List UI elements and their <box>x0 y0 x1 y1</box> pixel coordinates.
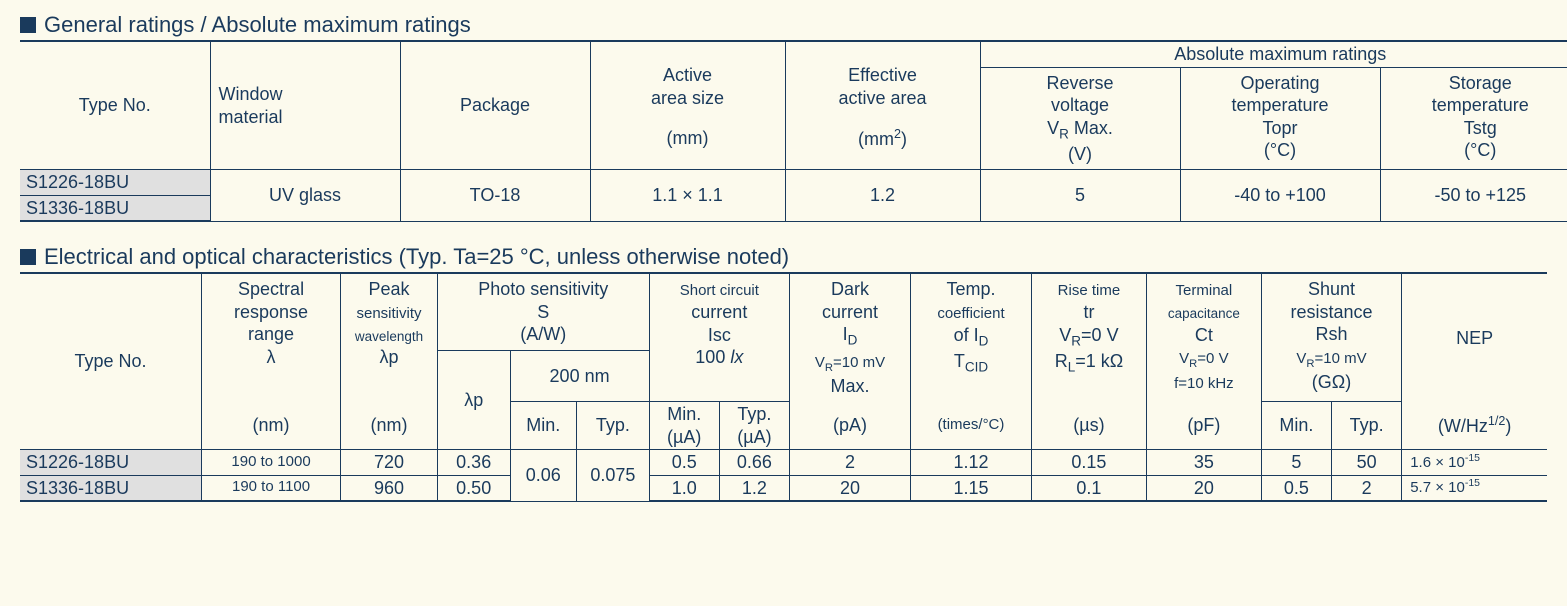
cell-nep: 5.7 × 10-15 <box>1402 475 1547 501</box>
square-bullet-icon <box>20 17 36 33</box>
cell-topr: -40 to +100 <box>1180 170 1380 222</box>
cell-rshtyp: 2 <box>1332 475 1402 501</box>
unit-peak: (nm) <box>341 402 438 450</box>
unit-dark: (pA) <box>790 402 911 450</box>
cell-slp: 0.36 <box>437 450 510 476</box>
cell-tstg: -50 to +125 <box>1380 170 1567 222</box>
electrical-characteristics-table: Type No. Spectral response range λ Peak … <box>20 272 1547 502</box>
col-active-area: Active area size (mm) <box>590 41 785 170</box>
col-topr: Operating temperature Topr (°C) <box>1180 67 1380 170</box>
table-row: S1226-18BU 190 to 1000 720 0.36 0.06 0.0… <box>20 450 1547 476</box>
cell-package: TO-18 <box>400 170 590 222</box>
col-type-no: Type No. <box>20 41 210 170</box>
section-title-text: General ratings / Absolute maximum ratin… <box>44 12 471 38</box>
unit-rise: (µs) <box>1031 402 1146 450</box>
cell-eff-area: 1.2 <box>785 170 980 222</box>
col-200-min: Min. <box>510 402 577 450</box>
cell-rshtyp: 50 <box>1332 450 1402 476</box>
square-bullet-icon <box>20 249 36 265</box>
col-type-no-2: Type No. <box>20 273 201 449</box>
col-rsh: Shunt resistance Rsh VR=10 mV (GΩ) <box>1261 273 1401 401</box>
col-tstg: Storage temperature Tstg (°C) <box>1380 67 1567 170</box>
cell-s200min: 0.06 <box>510 450 577 502</box>
cell-s200typ: 0.075 <box>577 450 650 502</box>
section-title-text: Electrical and optical characteristics (… <box>44 244 789 270</box>
cell-lp: 960 <box>341 475 438 501</box>
col-isc: Short circuit current Isc 100 lx <box>649 273 789 401</box>
col-isc-min: Min.(µA) <box>649 402 719 450</box>
cell-spectral: 190 to 1000 <box>201 450 340 476</box>
cell-ct: 20 <box>1146 475 1261 501</box>
cell-isctyp: 1.2 <box>719 475 789 501</box>
col-peak: Peak sensitivity wavelength λp <box>341 273 438 401</box>
col-rsh-min: Min. <box>1261 402 1331 450</box>
cell-tr: 0.1 <box>1031 475 1146 501</box>
cell-tr: 0.15 <box>1031 450 1146 476</box>
cell-ct: 35 <box>1146 450 1261 476</box>
cell-iscmin: 1.0 <box>649 475 719 501</box>
unit-nep: (W/Hz1/2) <box>1402 402 1547 450</box>
cell-type: S1336-18BU <box>20 475 201 501</box>
col-isc-typ: Typ.(µA) <box>719 402 789 450</box>
section-title-general: General ratings / Absolute maximum ratin… <box>20 12 1547 38</box>
cell-spectral: 190 to 1100 <box>201 475 340 501</box>
cell-isctyp: 0.66 <box>719 450 789 476</box>
cell-active-area: 1.1 × 1.1 <box>590 170 785 222</box>
cell-window: UV glass <box>210 170 400 222</box>
unit-tcid: (times/°C) <box>910 402 1031 450</box>
cell-type: S1226-18BU <box>20 450 201 476</box>
col-window: Window material <box>210 41 400 170</box>
cell-rshmin: 5 <box>1261 450 1331 476</box>
table-row: S1336-18BU 190 to 1100 960 0.50 1.0 1.2 … <box>20 475 1547 501</box>
cell-type-2: S1336-18BU <box>20 195 210 221</box>
cell-tcid: 1.15 <box>910 475 1031 501</box>
col-photo-200: 200 nm <box>510 350 649 401</box>
col-rise: Rise time tr VR=0 V RL=1 kΩ <box>1031 273 1146 401</box>
cell-vr: 5 <box>980 170 1180 222</box>
cell-id: 2 <box>790 450 911 476</box>
col-photo: Photo sensitivity S (A/W) <box>437 273 649 350</box>
cell-lp: 720 <box>341 450 438 476</box>
col-eff-area: Effective active area (mm2) <box>785 41 980 170</box>
col-rsh-typ: Typ. <box>1332 402 1402 450</box>
cell-type-1: S1226-18BU <box>20 170 210 196</box>
col-photo-lp: λp <box>437 350 510 449</box>
general-ratings-table: Type No. Window material Package Active … <box>20 40 1567 222</box>
cell-slp: 0.50 <box>437 475 510 501</box>
col-amr: Absolute maximum ratings <box>980 41 1567 67</box>
cell-id: 20 <box>790 475 911 501</box>
col-nep: NEP <box>1402 273 1547 401</box>
col-tcid: Temp. coefficient of ID TCID <box>910 273 1031 401</box>
section-title-electrical: Electrical and optical characteristics (… <box>20 244 1547 270</box>
col-spectral: Spectral response range λ <box>201 273 340 401</box>
col-vr: Reverse voltage VR Max. (V) <box>980 67 1180 170</box>
cell-nep: 1.6 × 10-15 <box>1402 450 1547 476</box>
unit-spectral: (nm) <box>201 402 340 450</box>
cell-rshmin: 0.5 <box>1261 475 1331 501</box>
col-dark: Dark current ID VR=10 mV Max. <box>790 273 911 401</box>
col-ct: Terminal capacitance Ct VR=0 V f=10 kHz <box>1146 273 1261 401</box>
unit-ct: (pF) <box>1146 402 1261 450</box>
cell-tcid: 1.12 <box>910 450 1031 476</box>
cell-iscmin: 0.5 <box>649 450 719 476</box>
col-package: Package <box>400 41 590 170</box>
col-200-typ: Typ. <box>577 402 650 450</box>
